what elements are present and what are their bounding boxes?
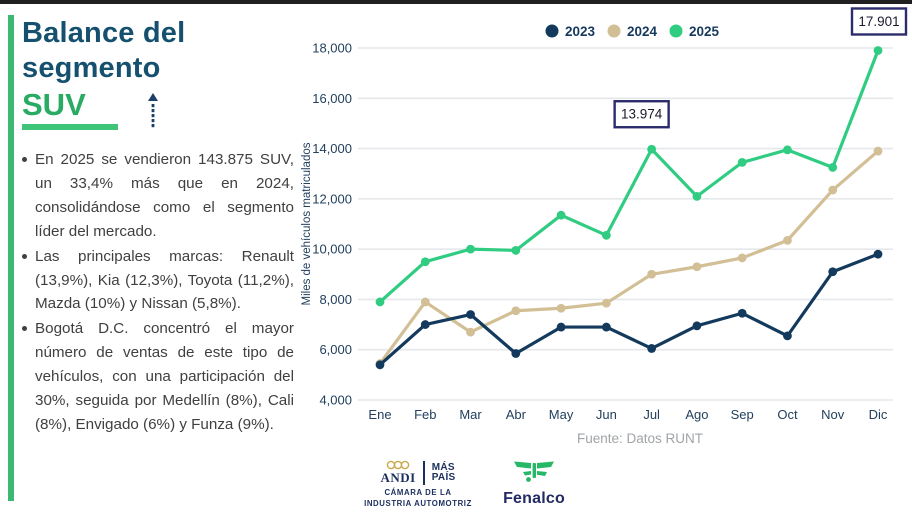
left-accent-bar xyxy=(8,15,14,501)
svg-text:6,000: 6,000 xyxy=(319,342,352,357)
svg-text:Feb: Feb xyxy=(414,407,436,422)
summary-bullet-list: En 2025 se vendieron 143.875 SUV, un 33,… xyxy=(22,148,294,436)
fenalco-logo: Fenalco xyxy=(496,460,572,508)
svg-text:Dic: Dic xyxy=(869,407,888,422)
svg-text:Abr: Abr xyxy=(506,407,527,422)
andi-divider xyxy=(422,461,425,485)
svg-text:2023: 2023 xyxy=(565,24,596,39)
bullet-sales-2025: En 2025 se vendieron 143.875 SUV, un 33,… xyxy=(22,148,294,243)
andi-rings-icon xyxy=(386,460,410,470)
svg-text:13.974: 13.974 xyxy=(621,107,663,122)
andi-mas: MÁS xyxy=(431,461,455,473)
y-axis-title: Miles de vehículos matriculados xyxy=(301,142,313,305)
andi-subtitle-1: CÁMARA DE LA xyxy=(384,488,452,497)
left-panel: Balance del segmento SUV En 2025 se vend… xyxy=(22,16,294,438)
suv-underline xyxy=(22,124,118,131)
svg-text:16,000: 16,000 xyxy=(312,91,352,106)
title-line2: segmento xyxy=(22,52,161,85)
svg-text:12,000: 12,000 xyxy=(312,191,352,206)
bullet-cities: Bogotá D.C. concentró el mayor número de… xyxy=(22,317,294,436)
svg-text:14,000: 14,000 xyxy=(312,141,352,156)
svg-text:2024: 2024 xyxy=(627,24,658,39)
page-title: Balance del segmento xyxy=(22,16,294,87)
footer-logos: ANDI MÁS PAÍS CÁMARA DE LA INDUSTRIA AUT… xyxy=(300,458,912,510)
svg-text:17.901: 17.901 xyxy=(858,14,899,29)
svg-text:Mar: Mar xyxy=(459,407,482,422)
bullet-brands: Las principales marcas: Renault (13,9%),… xyxy=(22,245,294,317)
line-chart: 4,000 6,000 8,000 10,000 12,000 14,000 16,000 1… xyxy=(300,0,912,460)
svg-text:Fuente: Datos RUNT: Fuente: Datos RUNT xyxy=(577,431,703,446)
svg-text:Oct: Oct xyxy=(777,407,798,422)
svg-text:2025: 2025 xyxy=(689,24,720,39)
andi-wordmark: ANDI xyxy=(380,470,416,485)
svg-text:4,000: 4,000 xyxy=(319,393,352,408)
title-line1: Balance del xyxy=(22,17,186,49)
title-highlight-suv: SUV xyxy=(22,86,86,122)
chart-svg: 4,000 6,000 8,000 10,000 12,000 14,000 16,000 1… xyxy=(301,7,908,446)
svg-text:Ene: Ene xyxy=(368,407,391,422)
svg-text:8,000: 8,000 xyxy=(319,292,352,307)
andi-subtitle-2: INDUSTRIA AUTOMOTRIZ xyxy=(364,498,472,508)
svg-text:Ago: Ago xyxy=(685,407,708,422)
svg-text:Nov: Nov xyxy=(821,407,845,422)
svg-text:Jul: Jul xyxy=(643,407,660,422)
top-window-bar xyxy=(0,0,912,4)
svg-text:18,000: 18,000 xyxy=(312,41,352,56)
fenalco-wings-icon xyxy=(514,461,554,482)
svg-text:May: May xyxy=(549,407,574,422)
andi-pais: PAÍS xyxy=(431,472,456,483)
andi-logo: ANDI MÁS PAÍS CÁMARA DE LA INDUSTRIA AUT… xyxy=(338,460,498,509)
svg-text:Sep: Sep xyxy=(731,407,754,422)
fenalco-wordmark: Fenalco xyxy=(503,490,565,507)
svg-text:10,000: 10,000 xyxy=(312,242,352,257)
svg-text:Jun: Jun xyxy=(596,407,617,422)
dotted-up-arrow-icon xyxy=(148,92,158,127)
